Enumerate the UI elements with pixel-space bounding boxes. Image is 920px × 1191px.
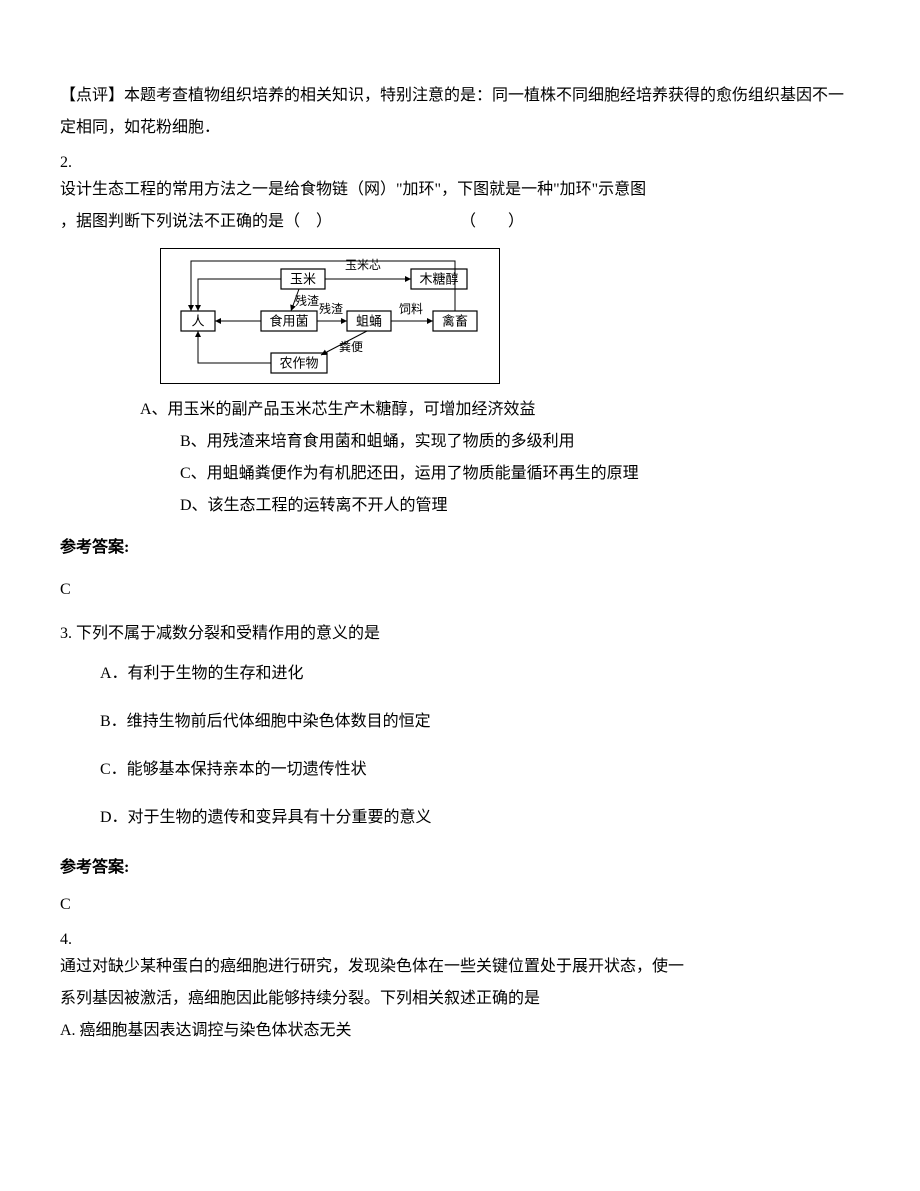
- node-ren: 人: [181, 311, 215, 331]
- q3-option-a: A．有利于生物的生存和进化: [100, 650, 860, 698]
- svg-text:残渣: 残渣: [295, 294, 319, 308]
- q3-option-c: C．能够基本保持亲本的一切遗传性状: [100, 746, 860, 794]
- node-yumi: 玉米: [281, 269, 325, 289]
- node-nongzuowu: 农作物: [271, 353, 327, 373]
- edge-yumi-to-ren: [198, 279, 281, 311]
- q2-stem-line1: 设计生态工程的常用方法之一是给食物链（网）"加环"，下图就是一种"加环"示意图: [60, 174, 860, 206]
- svg-text:农作物: 农作物: [279, 356, 318, 371]
- edge-nongzuowu-to-ren: [198, 331, 271, 363]
- q2-number: 2.: [60, 152, 860, 174]
- q4-body: 通过对缺少某种蛋白的癌细胞进行研究，发现染色体在一些关键位置处于展开状态，使一 …: [60, 951, 860, 1047]
- q3-options: A．有利于生物的生存和进化 B．维持生物前后代体细胞中染色体数目的恒定 C．能够…: [100, 650, 860, 842]
- q3-option-b: B．维持生物前后代体细胞中染色体数目的恒定: [100, 698, 860, 746]
- svg-text:残渣: 残渣: [319, 302, 343, 316]
- q2-option-b: B、用残渣来培育食用菌和蛆蛹，实现了物质的多级利用: [180, 426, 860, 458]
- q2-option-d: D、该生态工程的运转离不开人的管理: [180, 490, 860, 522]
- q2-stem-line2: ，据图判断下列说法不正确的是（ ） （ ）: [60, 206, 860, 238]
- commentary-paragraph: 【点评】本题考查植物组织培养的相关知识，特别注意的是：同一植株不同细胞经培养获得…: [60, 80, 860, 144]
- node-qinchu: 禽畜: [433, 311, 477, 331]
- node-quyong: 蛆蛹: [347, 311, 391, 331]
- q2-diagram: 玉米 木糖醇 人 食用菌 蛆蛹 禽畜 农作物 玉米芯: [160, 248, 500, 384]
- q3-stem: 下列不属于减数分裂和受精作用的意义的是: [76, 625, 380, 642]
- edge-yumi-to-shiyongjun: 残渣: [291, 289, 319, 311]
- edge-quyong-to-nongzuowu: 粪便: [321, 331, 367, 355]
- q3-number: 3.: [60, 625, 76, 642]
- svg-text:玉米芯: 玉米芯: [345, 258, 381, 272]
- commentary-label: 【点评】: [60, 87, 124, 104]
- edge-quyong-to-qinchu: 饲料: [391, 302, 433, 321]
- svg-text:食用菌: 食用菌: [269, 314, 308, 329]
- q4-stem-line2: 系列基因被激活，癌细胞因此能够持续分裂。下列相关叙述正确的是: [60, 983, 860, 1015]
- svg-text:禽畜: 禽畜: [442, 314, 468, 329]
- edge-shiyongjun-to-quyong: 残渣: [317, 302, 347, 321]
- q4-number: 4.: [60, 929, 860, 951]
- node-shiyongjun: 食用菌: [261, 311, 317, 331]
- svg-text:木糖醇: 木糖醇: [419, 272, 458, 287]
- svg-text:人: 人: [191, 314, 204, 329]
- svg-text:蛆蛹: 蛆蛹: [356, 314, 382, 329]
- commentary-text: 本题考查植物组织培养的相关知识，特别注意的是：同一植株不同细胞经培养获得的愈伤组…: [60, 87, 844, 136]
- q3-stem-line: 3. 下列不属于减数分裂和受精作用的意义的是: [60, 618, 860, 650]
- q2-option-a: A、用玉米的副产品玉米芯生产木糖醇，可增加经济效益: [140, 394, 860, 426]
- svg-text:玉米: 玉米: [290, 272, 316, 287]
- svg-text:粪便: 粪便: [339, 340, 363, 354]
- svg-text:饲料: 饲料: [399, 302, 423, 316]
- q2-option-c: C、用蛆蛹粪便作为有机肥还田，运用了物质能量循环再生的原理: [180, 458, 860, 490]
- q2-diagram-svg: 玉米 木糖醇 人 食用菌 蛆蛹 禽畜 农作物 玉米芯: [171, 257, 491, 377]
- q4-option-a: A. 癌细胞基因表达调控与染色体状态无关: [60, 1015, 860, 1047]
- q4-stem-line1: 通过对缺少某种蛋白的癌细胞进行研究，发现染色体在一些关键位置处于展开状态，使一: [60, 951, 860, 983]
- q2-ref-label: 参考答案:: [60, 532, 860, 564]
- q3-ref-label: 参考答案:: [60, 852, 860, 884]
- q3-option-d: D．对于生物的遗传和变异具有十分重要的意义: [100, 794, 860, 842]
- q2-answer: C: [60, 574, 860, 606]
- node-mutangchun: 木糖醇: [411, 269, 467, 289]
- q3-answer: C: [60, 894, 860, 916]
